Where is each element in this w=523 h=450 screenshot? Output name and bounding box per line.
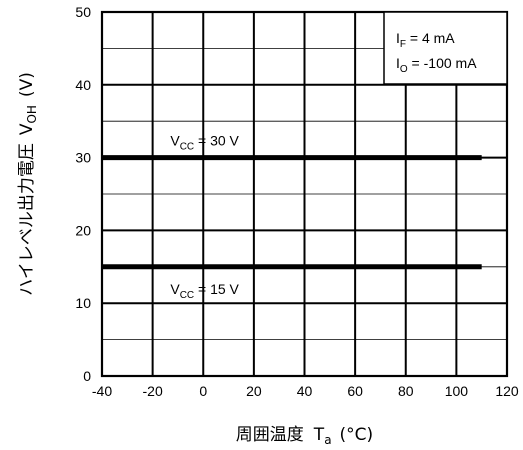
condition-if: IF = 4 mA: [396, 30, 455, 50]
grid: [102, 12, 507, 376]
x-tick-label: -40: [92, 383, 112, 399]
condition-io: IO = -100 mA: [396, 55, 477, 75]
y-tick-label: 0: [83, 368, 91, 384]
x-tick-label: 80: [398, 383, 414, 399]
conditions-box: IF = 4 mA IO = -100 mA: [383, 11, 508, 85]
x-axis-title: 周囲温度 Ta (°C): [236, 425, 373, 447]
y-tick-labels: 0 10 20 30 40 50: [75, 4, 91, 384]
series-label-vcc-30: VCC = 30 V: [170, 133, 239, 153]
series-label-vcc-15: VCC = 15 V: [170, 281, 239, 301]
y-tick-label: 20: [75, 222, 91, 238]
x-tick-label: 60: [347, 383, 363, 399]
y-axis-title: ハイレベル出力電圧VOH(V): [17, 72, 39, 296]
x-tick-label: 100: [445, 383, 469, 399]
x-tick-labels: -40 -20 0 20 40 60 80 100 120: [92, 383, 519, 399]
y-tick-label: 10: [75, 295, 91, 311]
plot-frame: [100, 10, 509, 378]
x-tick-label: 20: [246, 383, 262, 399]
conditions-box-frame: [383, 11, 508, 85]
x-tick-label: -20: [143, 383, 163, 399]
y-tick-label: 50: [75, 4, 91, 20]
x-tick-label: 120: [495, 383, 519, 399]
x-tick-label: 0: [199, 383, 207, 399]
y-tick-label: 30: [75, 150, 91, 166]
y-tick-label: 40: [75, 77, 91, 93]
series-lines: [102, 155, 482, 270]
x-tick-label: 40: [297, 383, 313, 399]
